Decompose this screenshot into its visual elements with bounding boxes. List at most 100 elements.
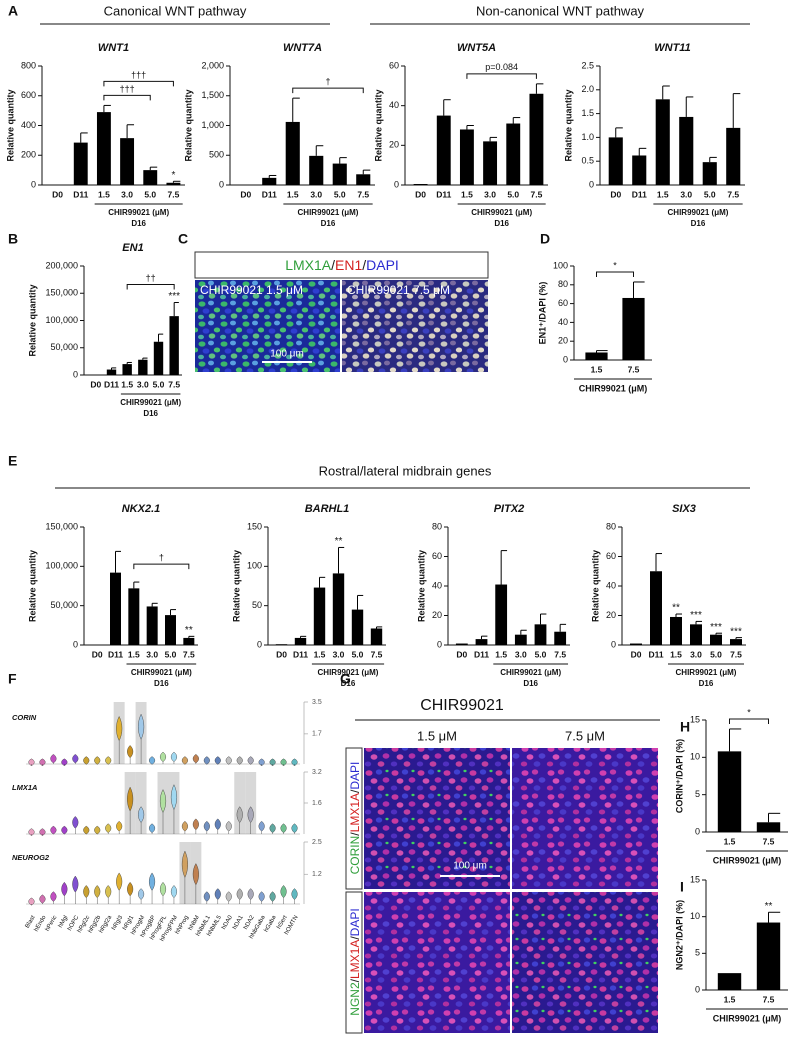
bar — [756, 822, 781, 832]
x-tick-label: 1.5 — [724, 836, 736, 846]
stain-part: / — [348, 789, 362, 793]
bar — [726, 127, 741, 185]
micrograph — [364, 748, 510, 889]
violin — [214, 888, 221, 900]
y-tick-label: 3.2 — [312, 769, 322, 776]
chart-title: NKX2.1 — [122, 503, 161, 515]
bar — [309, 155, 324, 185]
violin — [61, 825, 68, 835]
x-tick-label: 7.5 — [730, 649, 742, 659]
violin — [280, 823, 287, 833]
column-label: 7.5 μM — [565, 728, 605, 743]
x-tick-label: D11 — [73, 189, 88, 199]
y-tick-label: 100,000 — [45, 561, 78, 571]
chart-title: BARHL1 — [305, 503, 350, 515]
y-tick-label: 0 — [73, 639, 78, 649]
micrograph — [342, 280, 488, 372]
x-tick-label: 5.0 — [352, 649, 364, 659]
bar — [717, 751, 742, 832]
stain-part: DAPI — [366, 257, 399, 273]
y-tick-label: 15 — [690, 874, 700, 884]
bar — [608, 137, 623, 185]
bar — [166, 182, 181, 185]
violin — [236, 888, 243, 900]
x-tick-label: 1.5 — [287, 189, 299, 199]
y-tick-label: 80 — [432, 521, 442, 531]
x-tick-label: 5.0 — [704, 189, 716, 199]
group-sublabel: D16 — [341, 679, 356, 688]
significance: ** — [335, 536, 343, 547]
violin — [269, 891, 276, 902]
gene-label: NEUROG2 — [12, 853, 50, 862]
group-label: CHIR99021 (μM) — [318, 668, 379, 677]
y-tick-label: 100 — [553, 260, 568, 270]
y-axis-label: Relative quantity — [5, 89, 15, 161]
x-tick-label: D11 — [293, 649, 308, 659]
violin — [280, 885, 287, 899]
row-label-box — [345, 747, 363, 890]
x-tick-label: D0 — [631, 649, 642, 659]
x-tick-label: D0 — [90, 379, 101, 389]
y-tick-label: 1.5 — [581, 108, 594, 118]
bar — [120, 138, 135, 185]
x-tick-label: 3.0 — [515, 649, 527, 659]
y-tick-label: 2.5 — [312, 839, 322, 846]
bracket — [103, 94, 151, 101]
y-axis-label: NGN2⁺/DAPI (%) — [674, 900, 684, 970]
bar — [475, 639, 488, 645]
bar — [506, 123, 521, 185]
y-tick-label: 10 — [690, 911, 700, 921]
y-tick-label: 40 — [606, 580, 616, 590]
y-tick-label: 150,000 — [45, 288, 78, 298]
violin — [105, 823, 112, 833]
x-tick-label: 1.5 — [121, 379, 133, 389]
violin — [192, 818, 199, 831]
violin — [291, 758, 298, 766]
y-tick-label: 2.0 — [581, 84, 594, 94]
panel-label: F — [8, 671, 17, 687]
scale-label: 100 μm — [270, 349, 304, 360]
violin — [105, 885, 112, 899]
group-label: CHIR99021 (μM) — [120, 398, 181, 407]
violin — [83, 756, 90, 765]
x-tick-label: 1.5 — [591, 364, 603, 374]
significance: *** — [168, 291, 180, 302]
violin — [291, 888, 298, 900]
image-label: CHIR99021 1.5 μM — [200, 283, 303, 297]
bar — [332, 163, 347, 185]
bar — [165, 615, 176, 645]
bar — [495, 584, 508, 645]
stain-part: / — [348, 978, 362, 982]
bar — [710, 634, 722, 645]
y-tick-label: 40 — [389, 100, 399, 110]
micrograph — [364, 892, 510, 1033]
y-tick-label: 1.0 — [581, 132, 594, 142]
stain-label: LMX1A/EN1/DAPI — [285, 257, 399, 273]
chart-title: WNT5A — [457, 42, 496, 54]
violin — [148, 872, 156, 891]
gene-label: CORIN — [12, 713, 37, 722]
bracket-label: † — [159, 552, 164, 562]
y-tick-label: 20 — [432, 610, 442, 620]
stain-part: DAPI — [348, 762, 362, 790]
x-tick-label: 3.0 — [310, 189, 322, 199]
x-tick-label: 3.0 — [680, 189, 692, 199]
y-axis-label: Relative quantity — [231, 550, 241, 622]
violin — [28, 828, 35, 836]
bar — [370, 628, 383, 645]
bar — [110, 572, 121, 645]
stain-part: / — [331, 257, 335, 273]
x-tick-label: D11 — [632, 189, 647, 199]
y-tick-label: 1.6 — [312, 800, 322, 807]
significance: *** — [690, 610, 702, 621]
x-tick-label: 3.0 — [121, 189, 133, 199]
group-sublabel: D16 — [494, 219, 509, 228]
bracket — [466, 73, 537, 79]
bracket — [729, 718, 769, 724]
x-tick-label: 1.5 — [724, 994, 736, 1004]
chart-title: EN1 — [122, 242, 143, 254]
y-tick-label: 60 — [558, 298, 568, 308]
bracket-label: p=0.084 — [485, 62, 518, 72]
group-sublabel: D16 — [523, 679, 538, 688]
panel-label: G — [340, 671, 351, 687]
